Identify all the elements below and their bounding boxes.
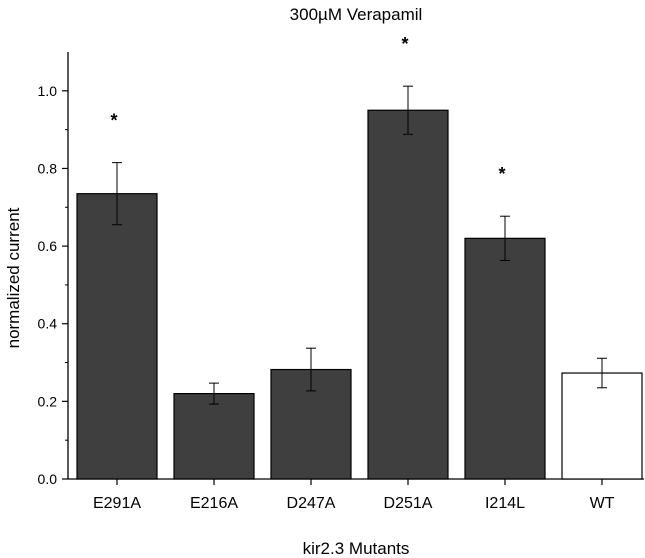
y-tick-label: 0.6: [38, 238, 58, 254]
y-tick-label: 0.2: [38, 393, 58, 409]
x-tick-label: E216A: [190, 495, 238, 512]
y-axis-label: normalized current: [4, 207, 23, 348]
significance-marker: *: [498, 164, 505, 184]
x-tick-label: D251A: [384, 495, 433, 512]
bar-e291a: [76, 193, 158, 480]
bar-d247a: [270, 368, 352, 480]
significance-marker: *: [110, 111, 117, 131]
y-tick-label: 0.0: [38, 471, 58, 487]
x-tick-label: E291A: [93, 495, 141, 512]
y-tick-label: 1.0: [38, 83, 58, 99]
bar-d251a: [367, 109, 449, 480]
significance-marker: *: [401, 34, 408, 54]
y-tick-label: 0.4: [38, 316, 58, 332]
y-tick-label: 0.8: [38, 160, 58, 176]
x-axis-label: kir2.3 Mutants: [303, 539, 410, 558]
x-tick-label: WT: [590, 495, 615, 512]
bar-wt: [561, 372, 643, 480]
bar-e216a: [173, 393, 255, 480]
chart-title: 300µM Verapamil: [290, 5, 423, 24]
x-tick-label: D247A: [287, 495, 336, 512]
plot-area: 0.0 0.2 0.4 0.6 0.8 1.0 E291A * E216A D247A D251A *…: [38, 34, 644, 512]
bar-i214l: [464, 237, 546, 480]
x-tick-label: I214L: [485, 495, 525, 512]
